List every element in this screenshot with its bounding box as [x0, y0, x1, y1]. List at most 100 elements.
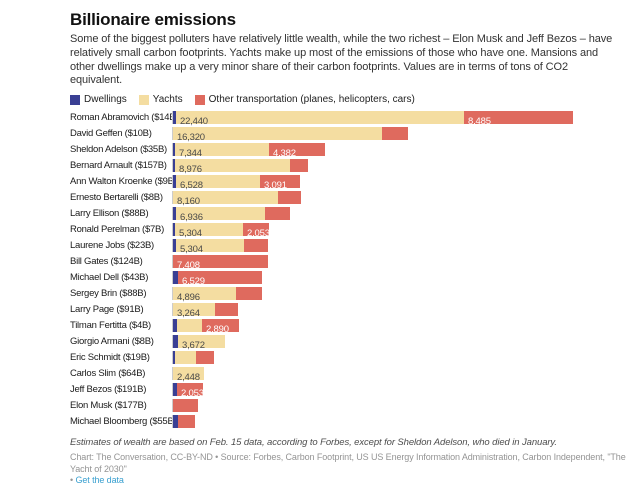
chart-row: Michael Dell ($43B) 6,529: [70, 269, 626, 287]
row-label: Bernard Arnault ($157B): [70, 159, 167, 171]
credit-text: Chart: The Conversation, CC-BY-ND • Sour…: [70, 452, 626, 474]
bar-segment-yachts: 16,320: [173, 126, 382, 143]
bar-segment-other: 2,053: [243, 222, 270, 239]
bar-segment-other: 2,890: [202, 318, 239, 335]
bar-stack: 5,304 2,053: [172, 222, 270, 239]
chart-title: Billionaire emissions: [70, 10, 236, 29]
bar-value-label: 7,344: [179, 147, 202, 159]
bar-segment-other: [244, 238, 268, 252]
row-label: Michael Dell ($43B): [70, 271, 149, 283]
bar-value-label: 5,304: [179, 227, 202, 239]
bar-segment-dwellings: [173, 334, 178, 348]
chart-row: Ernesto Bertarelli ($8B) 8,160: [70, 189, 626, 207]
bar-segment-dwellings: [173, 382, 177, 396]
bar-value-label: 3,091: [264, 179, 287, 191]
bar-segment-other: 6,529: [178, 270, 262, 287]
chart-row: Bernard Arnault ($157B) 8,976: [70, 157, 626, 175]
bar-segment-other: 4,382: [269, 142, 325, 159]
legend-swatch-yachts: [138, 94, 149, 105]
bar-stack: 3,672: [172, 334, 225, 351]
bar-value-label: 6,528: [180, 179, 203, 191]
chart-row: Tilman Fertitta ($4B) 2,890: [70, 317, 626, 335]
legend-label: Other transportation (planes, helicopter…: [208, 94, 415, 106]
chart-row: Larry Ellison ($88B) 6,936: [70, 205, 626, 223]
chart-row: Bill Gates ($124B) 7,408: [70, 253, 626, 271]
legend-item-yachts: Yachts: [138, 94, 183, 106]
bar-value-label: 2,448: [177, 371, 200, 383]
bar-segment-other: [236, 286, 262, 300]
bar-segment-yachts: 2,448: [173, 366, 204, 383]
bar-segment-other: 8,485: [464, 110, 573, 127]
chart-row: David Geffen ($10B) 16,320: [70, 125, 626, 143]
legend-label: Yachts: [152, 94, 183, 106]
legend-item-other: Other transportation (planes, helicopter…: [194, 94, 415, 106]
chart-row: Giorgio Armani ($8B) 3,672: [70, 333, 626, 351]
bar-segment-other: [382, 126, 408, 140]
bar-segment-yachts: 3,264: [173, 302, 215, 319]
chart-row: Sergey Brin ($88B) 4,896: [70, 285, 626, 303]
bar-segment-yachts: 5,304: [175, 222, 243, 239]
credit-line: Chart: The Conversation, CC-BY-ND • Sour…: [70, 452, 626, 487]
bar-value-label: 8,160: [177, 195, 200, 207]
bar-segment-yachts: [177, 318, 202, 332]
bar-segment-yachts: 8,976: [175, 158, 290, 175]
chart-row: Larry Page ($91B) 3,264: [70, 301, 626, 319]
bar-stack: 5,304: [172, 238, 268, 255]
chart-row: Eric Schmidt ($19B): [70, 349, 626, 365]
bar-stack: 2,890: [172, 318, 239, 335]
bar-segment-other: [290, 158, 308, 172]
bar-value-label: 2,890: [206, 323, 229, 335]
bar-segment-dwellings: [173, 206, 176, 220]
bar-stack: 7,344 4,382: [172, 142, 325, 159]
legend-label: Dwellings: [84, 94, 127, 106]
bar-segment-other: [278, 190, 301, 204]
bar-segment-yachts: 4,896: [173, 286, 236, 303]
bar-segment-yachts: 6,528: [176, 174, 260, 191]
row-label: Ann Walton Kroenke ($9B): [70, 175, 172, 187]
bar-segment-yachts: 6,936: [176, 206, 265, 223]
bar-segment-other: 7,408: [173, 254, 268, 271]
bar-segment-other: 2,053: [177, 382, 204, 399]
row-label: Eric Schmidt ($19B): [70, 351, 150, 363]
chart-row: Roman Abramovich ($14B) 22,440 8,485: [70, 109, 626, 127]
bar-stack: 2,448: [172, 366, 204, 383]
bar-stack: 4,896: [172, 286, 262, 303]
bar-stack: 7,408: [172, 254, 268, 271]
bar-segment-dwellings: [173, 318, 177, 332]
bar-segment-dwellings: [173, 414, 178, 428]
bar-value-label: 4,382: [273, 147, 296, 159]
bar-segment-dwellings: [173, 238, 176, 252]
row-label: Ronald Perelman ($7B): [70, 223, 165, 235]
bar-value-label: 3,672: [182, 339, 205, 351]
bar-value-label: 3,264: [177, 307, 200, 319]
bar-segment-yachts: 5,304: [176, 238, 244, 255]
bar-stack: [172, 414, 195, 428]
bar-stack: 6,529: [172, 270, 262, 287]
bar-stack: 6,528 3,091: [172, 174, 300, 191]
bar-value-label: 2,053: [181, 387, 204, 399]
row-label: Ernesto Bertarelli ($8B): [70, 191, 163, 203]
bar-segment-dwellings: [173, 270, 178, 284]
legend-item-dwellings: Dwellings: [70, 94, 127, 105]
row-label: Larry Ellison ($88B): [70, 207, 149, 219]
chart-row: Sheldon Adelson ($35B) 7,344 4,382: [70, 141, 626, 159]
bar-value-label: 5,304: [180, 243, 203, 255]
chart-row: Ronald Perelman ($7B) 5,304 2,053: [70, 221, 626, 239]
bar-value-label: 8,485: [468, 115, 491, 127]
row-label: Elon Musk ($177B): [70, 399, 147, 411]
bar-stack: 16,320: [172, 126, 408, 143]
chart-row: Ann Walton Kroenke ($9B) 6,528 3,091: [70, 173, 626, 191]
bar-segment-other: [173, 398, 198, 412]
bar-segment-dwellings: [173, 158, 175, 172]
bar-segment-dwellings: [173, 110, 176, 124]
row-label: Sergey Brin ($88B): [70, 287, 147, 299]
row-label: Jeff Bezos ($191B): [70, 383, 147, 395]
get-the-data-link[interactable]: Get the data: [75, 475, 124, 486]
row-label: Michael Bloomberg ($55B): [70, 415, 172, 427]
bar-stack: 8,160: [172, 190, 301, 207]
chart-row: Elon Musk ($177B): [70, 397, 626, 413]
bar-segment-other: [196, 350, 214, 364]
bar-value-label: 22,440: [180, 115, 208, 127]
row-label: Laurene Jobs ($23B): [70, 239, 154, 251]
bar-stack: 22,440 8,485: [172, 110, 573, 127]
